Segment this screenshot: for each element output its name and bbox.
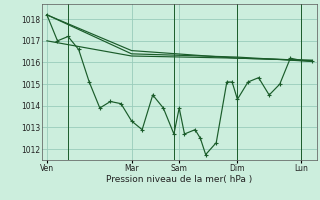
X-axis label: Pression niveau de la mer( hPa ): Pression niveau de la mer( hPa ) [106, 175, 252, 184]
